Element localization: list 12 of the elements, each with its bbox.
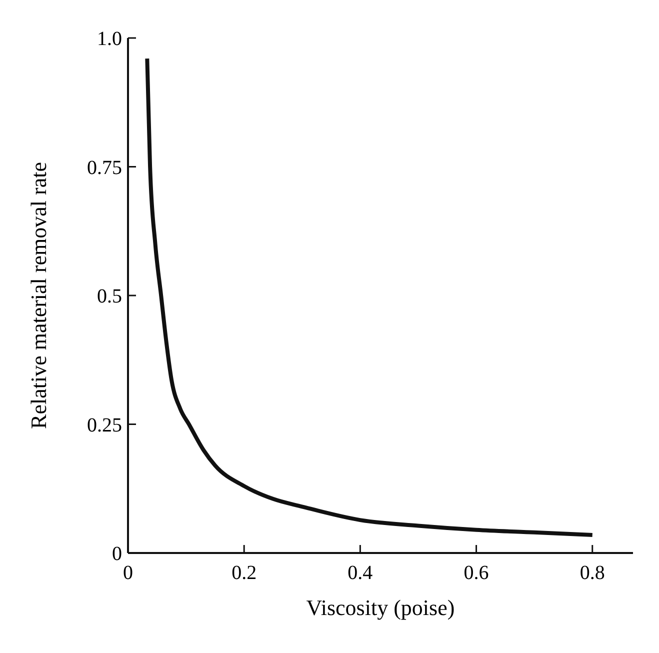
x-tick-label: 0.6 — [464, 562, 489, 584]
y-tick-label: 0.5 — [97, 286, 122, 308]
x-tick-label: 0.2 — [232, 562, 257, 584]
y-axis-title: Relative material removal rate — [26, 162, 51, 429]
x-tick-label: 0.8 — [580, 562, 605, 584]
line-series — [145, 56, 594, 537]
y-tick-label: 0.75 — [87, 156, 122, 179]
y-tick-label: 0.25 — [87, 414, 122, 436]
y-tick-label: 1.0 — [97, 28, 122, 50]
x-tick-label: 0.4 — [348, 562, 373, 584]
y-tick-label: 0 — [112, 543, 122, 565]
x-axis-title: Viscosity (poise) — [306, 595, 455, 620]
